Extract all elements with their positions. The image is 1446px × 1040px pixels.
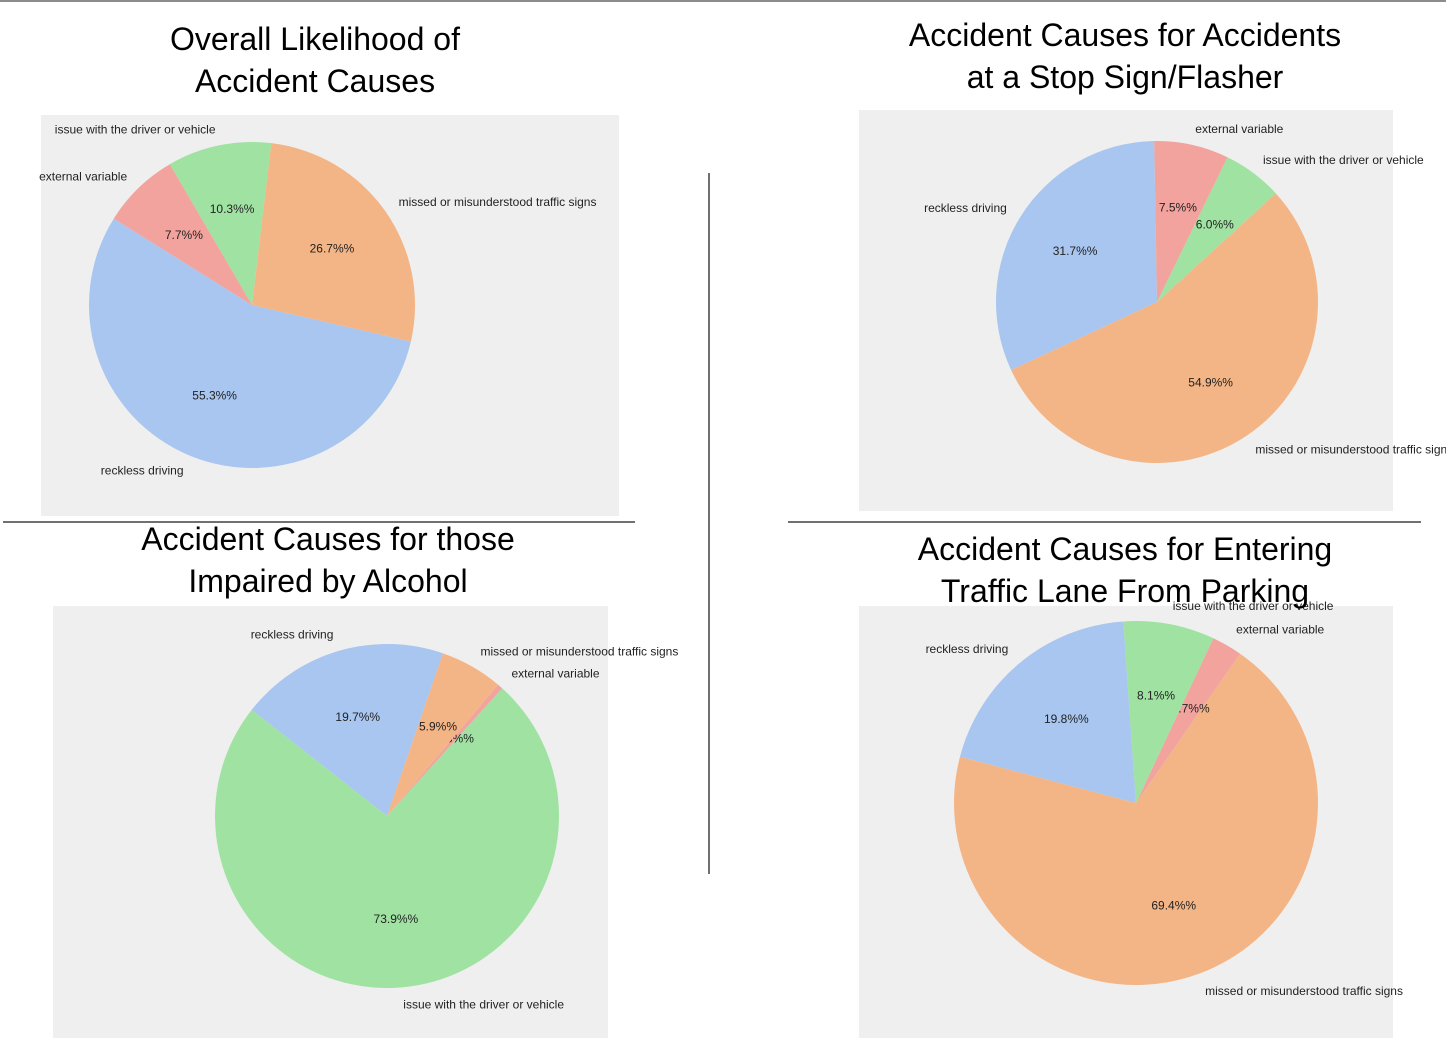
chart-3-pie: 19.7%% reckless driving 73.9%% issue with t…: [214, 628, 678, 1011]
vertical-divider: [708, 173, 710, 874]
chart-2-pct-label-missed-or-misunderstood-traffic-signs: 54.9%%: [1188, 375, 1233, 389]
chart-2-slice-reckless-driving: [996, 141, 1157, 371]
chart-1-slice-issue-with-the-driver-or-vehicle: [169, 142, 272, 305]
chart-4-slice-issue-with-the-driver-or-vehicle: [1123, 621, 1214, 803]
chart-4-title-line-1: Accident Causes for Entering: [917, 531, 1333, 567]
chart-1-pct-label-external-variable: 7.7%%: [165, 228, 203, 242]
chart-4-slice-external-variable: [1136, 638, 1241, 803]
chart-4-title: Accident Causes for Entering Traffic Lan…: [850, 528, 1400, 612]
chart-1-category-label-issue-with-the-driver-or-vehicle: issue with the driver or vehicle: [55, 122, 216, 136]
chart-1-category-label-external-variable: external variable: [39, 169, 127, 183]
chart-1-pct-label-reckless-driving: 55.3%%: [192, 388, 237, 402]
chart-1-title: Overall Likelihood of Accident Causes: [40, 18, 590, 102]
chart-2-pct-label-issue-with-the-driver-or-vehicle: 6.0%%: [1196, 218, 1234, 232]
chart-1-title-line-2: Accident Causes: [194, 63, 436, 99]
chart-2-category-label-issue-with-the-driver-or-vehicle: issue with the driver or vehicle: [1263, 153, 1424, 167]
chart-1-pct-label-issue-with-the-driver-or-vehicle: 10.3%%: [210, 202, 255, 216]
chart-4-pct-label-reckless-driving: 19.8%%: [1044, 712, 1089, 726]
chart-2-pie: 31.7%% reckless driving 54.9%% missed or mi…: [924, 122, 1446, 463]
chart-4-pct-label-issue-with-the-driver-or-vehicle: 8.1%%: [1137, 689, 1175, 703]
chart-2-title-line-1: Accident Causes for Accidents: [908, 17, 1342, 53]
chart-3-title-line-1: Accident Causes for those: [141, 521, 515, 557]
chart-2-category-label-missed-or-misunderstood-traffic-signs: missed or misunderstood traffic signs: [1255, 442, 1446, 456]
chart-1-slice-reckless-driving: [88, 218, 411, 469]
chart-4-category-label-issue-with-the-driver-or-vehicle: issue with the driver or vehicle: [1173, 599, 1334, 613]
chart-1-title-line-1: Overall Likelihood of: [170, 21, 460, 57]
chart-3-slice-missed-or-misunderstood-traffic-signs: [387, 653, 499, 816]
chart-3-category-label-missed-or-misunderstood-traffic-signs: missed or misunderstood traffic signs: [481, 645, 679, 659]
left-horizontal-divider: [3, 521, 635, 523]
chart-4-slice-reckless-driving: [959, 621, 1136, 803]
chart-3-pct-label-issue-with-the-driver-or-vehicle: 73.9%%: [374, 912, 419, 926]
top-border-line: [0, 0, 1446, 2]
chart-2-title-line-2: at a Stop Sign/Flasher: [966, 59, 1284, 95]
chart-1-panel: 55.3%% reckless driving 26.7%% missed or mi…: [39, 115, 619, 516]
chart-1-category-label-reckless-driving: reckless driving: [101, 464, 184, 478]
chart-1-slice-missed-or-misunderstood-traffic-signs: [252, 143, 415, 342]
chart-1-slice-external-variable: [113, 164, 252, 305]
chart-1-pct-label-missed-or-misunderstood-traffic-signs: 26.7%%: [310, 242, 355, 256]
right-horizontal-divider: [788, 521, 1421, 523]
chart-4-pie: 19.8%% reckless driving 69.4%% missed or mi…: [926, 599, 1403, 998]
chart-3-pct-label-reckless-driving: 19.7%%: [335, 710, 380, 724]
chart-2-pct-label-external-variable: 7.5%%: [1159, 201, 1197, 215]
chart-3-category-label-external-variable: external variable: [511, 667, 599, 681]
chart-1-category-label-missed-or-misunderstood-traffic-signs: missed or misunderstood traffic signs: [399, 195, 597, 209]
chart-4-category-label-external-variable: external variable: [1236, 623, 1324, 637]
chart-3-pct-label-missed-or-misunderstood-traffic-signs: 5.9%%: [419, 719, 457, 733]
chart-4-title-line-2: Traffic Lane From Parking: [940, 573, 1310, 609]
chart-2-category-label-reckless-driving: reckless driving: [924, 201, 1007, 215]
chart-3-title: Accident Causes for those Impaired by Al…: [53, 518, 603, 602]
chart-1-pie: 55.3%% reckless driving 26.7%% missed or mi…: [39, 122, 597, 478]
chart-2-panel: 31.7%% reckless driving 54.9%% missed or mi…: [859, 110, 1446, 511]
chart-4-category-label-reckless-driving: reckless driving: [926, 642, 1009, 656]
chart-2-slice-external-variable: [1154, 141, 1228, 302]
chart-4-category-label-missed-or-misunderstood-traffic-signs: missed or misunderstood traffic signs: [1205, 984, 1403, 998]
chart-3-slice-external-variable: [387, 684, 503, 816]
chart-3-slice-reckless-driving: [251, 644, 443, 816]
chart-2-category-label-external-variable: external variable: [1195, 122, 1283, 136]
chart-2-slice-issue-with-the-driver-or-vehicle: [1157, 157, 1276, 302]
chart-3-category-label-issue-with-the-driver-or-vehicle: issue with the driver or vehicle: [403, 997, 564, 1011]
chart-4-pct-label-missed-or-misunderstood-traffic-signs: 69.4%%: [1151, 898, 1196, 912]
chart-3-panel: 19.7%% reckless driving 73.9%% issue with t…: [53, 606, 678, 1038]
chart-2-pct-label-reckless-driving: 31.7%%: [1053, 244, 1098, 258]
chart-3-category-label-reckless-driving: reckless driving: [251, 628, 334, 642]
chart-4-panel: 19.8%% reckless driving 69.4%% missed or mi…: [859, 599, 1403, 1038]
chart-2-slice-missed-or-misunderstood-traffic-signs: [1011, 193, 1318, 463]
chart-3-slice-issue-with-the-driver-or-vehicle: [214, 688, 559, 988]
chart-4-slice-missed-or-misunderstood-traffic-signs: [954, 653, 1318, 985]
chart-2-title: Accident Causes for Accidents at a Stop …: [850, 14, 1400, 98]
chart-3-title-line-2: Impaired by Alcohol: [188, 563, 468, 599]
